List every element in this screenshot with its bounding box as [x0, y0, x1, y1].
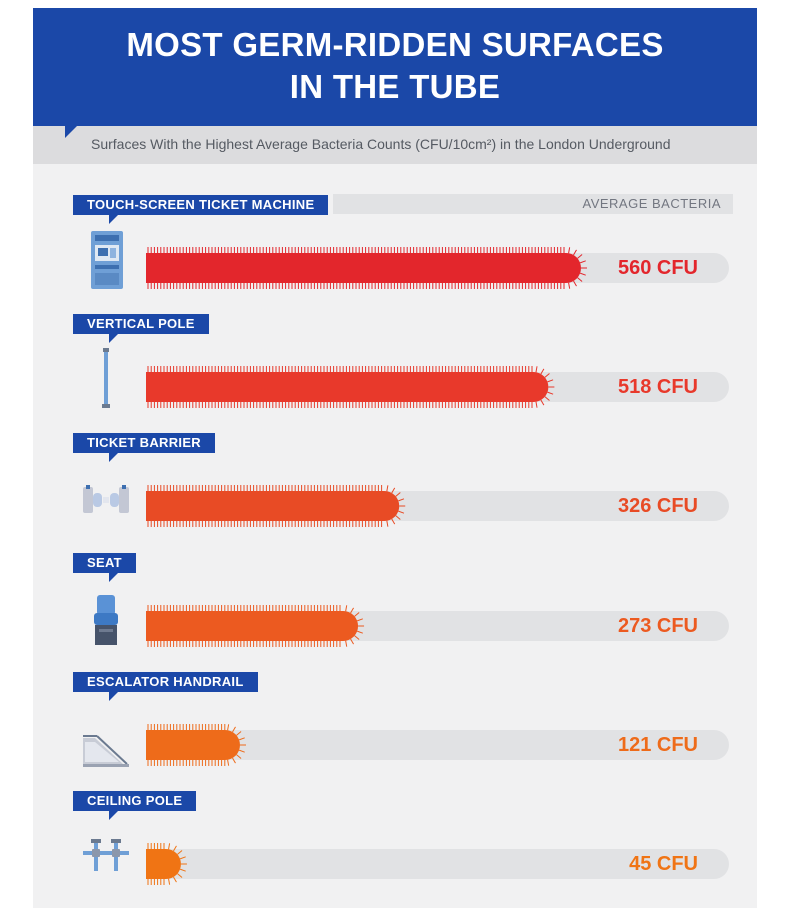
- value-label: 273 CFU: [617, 615, 698, 637]
- escalator-icon: [81, 706, 131, 768]
- bar-bristles: [147, 605, 365, 647]
- ticket-barrier-icon: [81, 467, 131, 529]
- infographic-card: MOST GERM-RIDDEN SURFACES IN THE TUBE Su…: [33, 8, 757, 908]
- bar-row: ESCALATOR HANDRAIL 121 CFU: [33, 672, 757, 782]
- bar-row: CEILING POLE 45 CFU: [33, 791, 757, 901]
- bar-base: [146, 849, 161, 879]
- category-label: TOUCH-SCREEN TICKET MACHINE: [73, 195, 329, 215]
- ticket-machine-icon: [81, 229, 131, 291]
- bar-svg: [146, 366, 555, 408]
- label-pointer: [109, 692, 118, 701]
- bar-base: [146, 491, 161, 521]
- bar-bristles: [147, 724, 246, 766]
- value-label: 121 CFU: [617, 734, 698, 756]
- bar-bristles: [147, 843, 187, 885]
- subtitle: Surfaces With the Highest Average Bacter…: [91, 136, 671, 152]
- value-label: 518 CFU: [617, 376, 698, 398]
- bar: [146, 611, 359, 641]
- bar-svg: [146, 247, 587, 289]
- bar-row: VERTICAL POLE 518 CFU: [33, 314, 757, 424]
- column-header-bar: [333, 194, 733, 214]
- title-prefix: MOST: [126, 26, 233, 63]
- title-line-1: MOST GERM-RIDDEN SURFACES: [33, 26, 757, 64]
- title-suffix: SURFACES: [472, 26, 664, 63]
- bar: [146, 491, 400, 521]
- value-label: 560 CFU: [617, 257, 698, 279]
- bar-bristles: [147, 247, 587, 289]
- category-label: CEILING POLE: [73, 791, 197, 811]
- vertical-pole-icon: [81, 348, 131, 410]
- bar-base: [146, 372, 161, 402]
- title-line-2: IN THE TUBE: [289, 68, 501, 105]
- category-label: SEAT: [73, 553, 136, 573]
- bar: [146, 372, 549, 402]
- bar-row: TICKET BARRIER 326 CFU: [33, 433, 757, 543]
- bar-base: [146, 253, 161, 283]
- label-pointer: [109, 573, 118, 582]
- header-banner: [33, 8, 757, 126]
- label-pointer: [109, 334, 118, 343]
- bar-svg: [146, 724, 246, 766]
- title-emphasis: GERM-RIDDEN: [232, 26, 473, 63]
- bar-track: [146, 849, 729, 879]
- bar-bristles: [147, 366, 555, 408]
- category-label: VERTICAL POLE: [73, 314, 209, 334]
- category-label: TICKET BARRIER: [73, 433, 215, 453]
- subtitle-bar: [33, 126, 757, 164]
- value-label: 45 CFU: [629, 853, 698, 875]
- bar-bristles: [147, 485, 406, 527]
- label-pointer: [109, 215, 118, 224]
- seat-icon: [81, 587, 131, 649]
- bar: [146, 253, 581, 283]
- bar-svg: [146, 605, 365, 647]
- bar-row: TOUCH-SCREEN TICKET MACHINE 560 CFU: [33, 195, 757, 305]
- bar: [146, 730, 240, 760]
- column-header: AVERAGE BACTERIA: [582, 196, 721, 211]
- bar-row: SEAT 273 CFU: [33, 553, 757, 663]
- bar-base: [146, 730, 161, 760]
- category-label: ESCALATOR HANDRAIL: [73, 672, 258, 692]
- subtitle-flag: [65, 126, 77, 138]
- bar-svg: [146, 843, 187, 885]
- bar-svg: [146, 485, 406, 527]
- ceiling-pole-icon: [81, 825, 131, 887]
- value-label: 326 CFU: [617, 495, 698, 517]
- label-pointer: [109, 453, 118, 462]
- label-pointer: [109, 811, 118, 820]
- bar-base: [146, 611, 161, 641]
